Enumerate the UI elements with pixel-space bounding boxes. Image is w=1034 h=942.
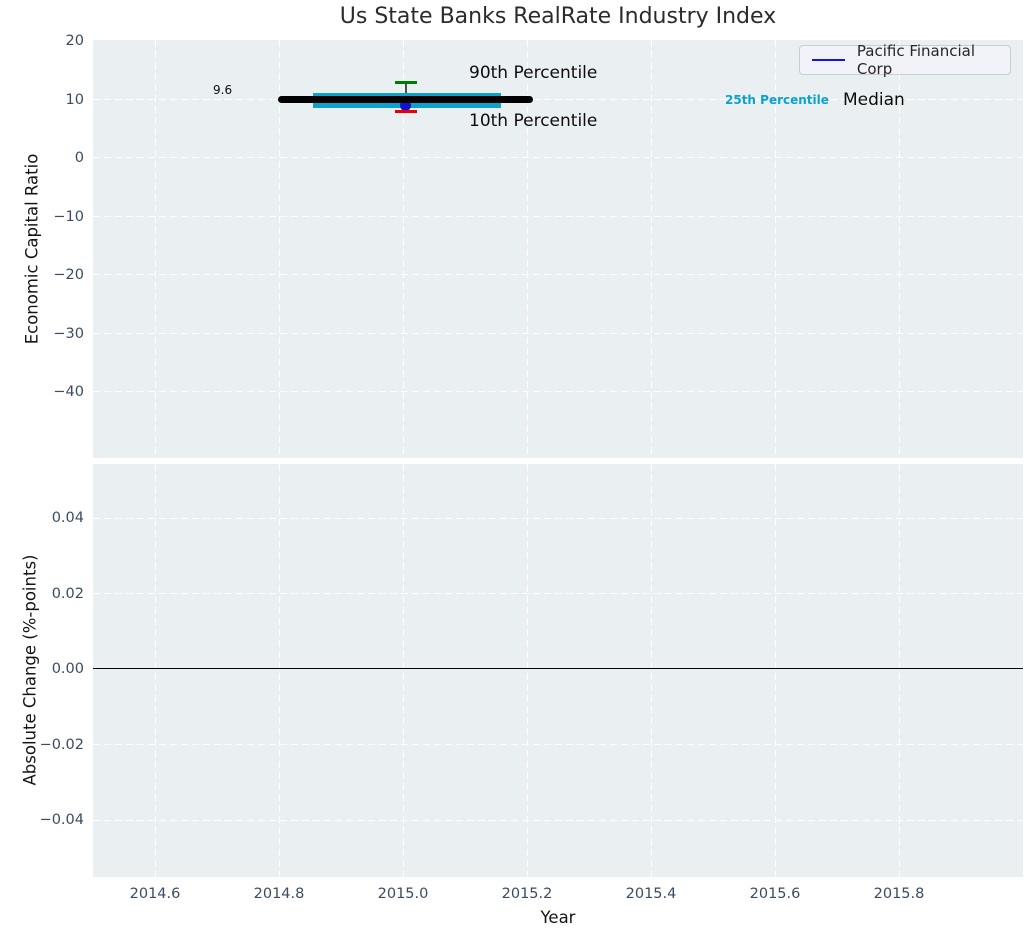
company-point-marker bbox=[400, 100, 411, 111]
legend-line-sample bbox=[812, 58, 845, 62]
gridline-horizontal bbox=[93, 99, 1023, 101]
y-tick-label: 10 bbox=[65, 92, 84, 108]
gridline-vertical bbox=[279, 464, 281, 877]
y-tick-label: 0 bbox=[74, 150, 84, 166]
gridline-vertical bbox=[527, 40, 529, 458]
gridline-vertical bbox=[279, 40, 281, 458]
gridline-vertical bbox=[775, 40, 777, 458]
chart-title: Us State Banks RealRate Industry Index bbox=[339, 4, 777, 29]
x-tick-label: 2015.2 bbox=[501, 886, 553, 902]
annotation-10th-percentile: 10th Percentile bbox=[469, 111, 598, 131]
x-axis-label: Year bbox=[540, 908, 576, 927]
x-tick-label: 2015.6 bbox=[749, 886, 801, 902]
bottom-axes bbox=[93, 464, 1023, 877]
y-axis-label-top: Economic Capital Ratio bbox=[22, 153, 42, 345]
gridline-vertical bbox=[155, 40, 157, 458]
gridline-vertical bbox=[899, 40, 901, 458]
y-tick-label: 0.00 bbox=[51, 661, 84, 677]
y-tick-label: −20 bbox=[53, 267, 84, 283]
zero-reference-line bbox=[93, 667, 1023, 670]
y-tick-label: 0.02 bbox=[51, 586, 84, 602]
gridline-vertical bbox=[403, 40, 405, 458]
y-tick-label: −0.04 bbox=[39, 812, 84, 828]
gridline-horizontal bbox=[93, 157, 1023, 159]
y-tick-label: 20 bbox=[65, 33, 84, 49]
y-tick-label: −10 bbox=[53, 209, 84, 225]
x-tick-label: 2015.8 bbox=[873, 886, 925, 902]
gridline-horizontal bbox=[93, 518, 1023, 520]
gridline-horizontal bbox=[93, 333, 1023, 335]
gridline-horizontal bbox=[93, 820, 1023, 822]
gridline-horizontal bbox=[93, 391, 1023, 393]
gridline-horizontal bbox=[93, 216, 1023, 218]
annotation-median: Median bbox=[843, 90, 905, 110]
x-tick-label: 2014.8 bbox=[253, 886, 305, 902]
annotation-25th-percentile: 25th Percentile bbox=[725, 93, 829, 107]
gridline-horizontal bbox=[93, 593, 1023, 595]
median-line bbox=[278, 96, 533, 103]
gridline-horizontal bbox=[93, 744, 1023, 746]
gridline-vertical bbox=[651, 40, 653, 458]
gridline-vertical bbox=[527, 464, 529, 877]
y-axis-label-bottom: Absolute Change (%-points) bbox=[20, 554, 40, 786]
gridline-vertical bbox=[651, 464, 653, 877]
y-tick-label: −40 bbox=[53, 384, 84, 400]
p90-whisker-cap bbox=[395, 81, 417, 84]
annotation-median-value: 9.6 bbox=[213, 83, 233, 97]
y-tick-label: 0.04 bbox=[51, 510, 84, 526]
gridline-vertical bbox=[899, 464, 901, 877]
top-axes: 9.6 90th Percentile 10th Percentile 25th… bbox=[93, 40, 1023, 458]
x-tick-label: 2015.0 bbox=[377, 886, 429, 902]
p10-whisker-cap bbox=[395, 110, 417, 113]
x-tick-label: 2015.4 bbox=[625, 886, 677, 902]
x-tick-label: 2014.6 bbox=[129, 886, 181, 902]
gridline-vertical bbox=[155, 464, 157, 877]
gridline-vertical bbox=[403, 464, 405, 877]
gridline-vertical bbox=[775, 464, 777, 877]
legend-label: Pacific Financial Corp bbox=[856, 42, 976, 78]
gridline-horizontal bbox=[93, 274, 1023, 276]
y-tick-label: −30 bbox=[53, 326, 84, 342]
y-tick-label: −0.02 bbox=[39, 737, 84, 753]
legend: Pacific Financial Corp bbox=[799, 42, 1011, 78]
annotation-90th-percentile: 90th Percentile bbox=[469, 63, 598, 83]
